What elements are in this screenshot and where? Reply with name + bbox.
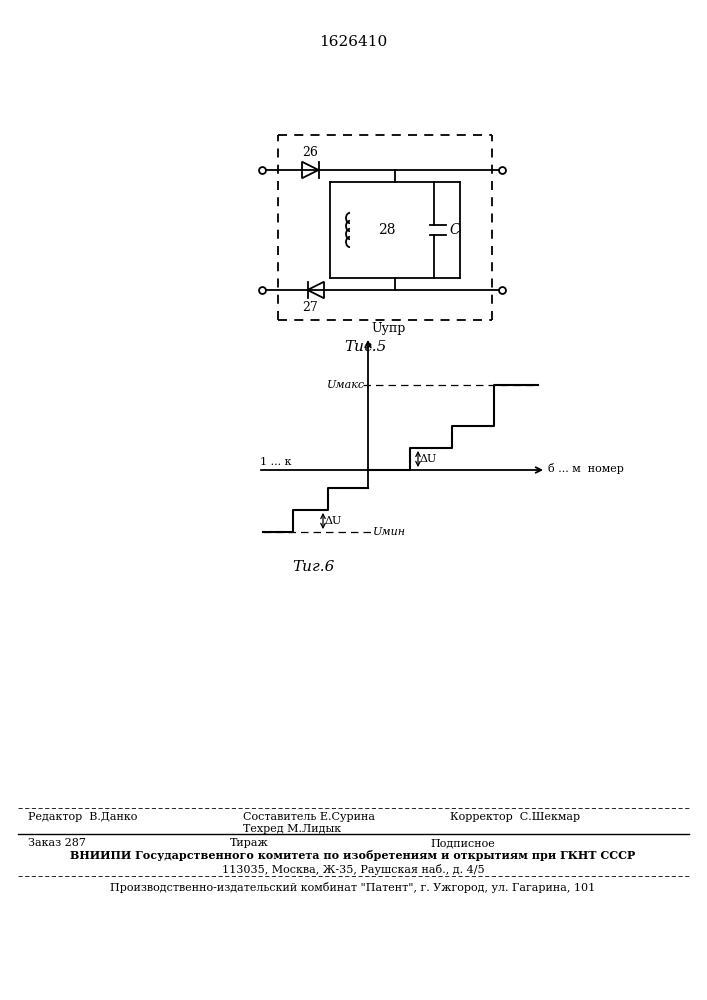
Text: Составитель Е.Сурина: Составитель Е.Сурина xyxy=(243,812,375,822)
Text: Редактор  В.Данко: Редактор В.Данко xyxy=(28,812,137,822)
Text: Uмин: Uмин xyxy=(373,527,406,537)
Text: Uмакс: Uмакс xyxy=(327,380,365,390)
Text: Uупр: Uупр xyxy=(371,322,405,335)
Text: Корректор  С.Шекмар: Корректор С.Шекмар xyxy=(450,812,580,822)
Text: Техред М.Лидык: Техред М.Лидык xyxy=(243,824,341,834)
Text: C: C xyxy=(449,223,460,237)
Text: ΔU: ΔU xyxy=(325,516,342,526)
Text: 113035, Москва, Ж-35, Раушская наб., д. 4/5: 113035, Москва, Ж-35, Раушская наб., д. … xyxy=(222,864,484,875)
Text: 28: 28 xyxy=(378,223,396,237)
Text: Заказ 287: Заказ 287 xyxy=(28,838,86,848)
Text: Тираж: Тираж xyxy=(230,838,269,848)
Text: Τиг.5: Τиг.5 xyxy=(344,340,386,354)
Text: 1626410: 1626410 xyxy=(319,35,387,49)
Text: Подписное: Подписное xyxy=(430,838,495,848)
Text: 26: 26 xyxy=(302,146,318,159)
Text: б ... м  номер: б ... м номер xyxy=(548,464,624,475)
Text: 1 ... к: 1 ... к xyxy=(260,457,291,467)
Text: ΔU: ΔU xyxy=(420,454,437,464)
Text: Τиг.6: Τиг.6 xyxy=(292,560,334,574)
Text: ВНИИПИ Государственного комитета по изобретениям и открытиям при ГКНТ СССР: ВНИИПИ Государственного комитета по изоб… xyxy=(71,850,636,861)
Text: Производственно-издательский комбинат "Патент", г. Ужгород, ул. Гагарина, 101: Производственно-издательский комбинат "П… xyxy=(110,882,595,893)
Text: 27: 27 xyxy=(302,301,318,314)
